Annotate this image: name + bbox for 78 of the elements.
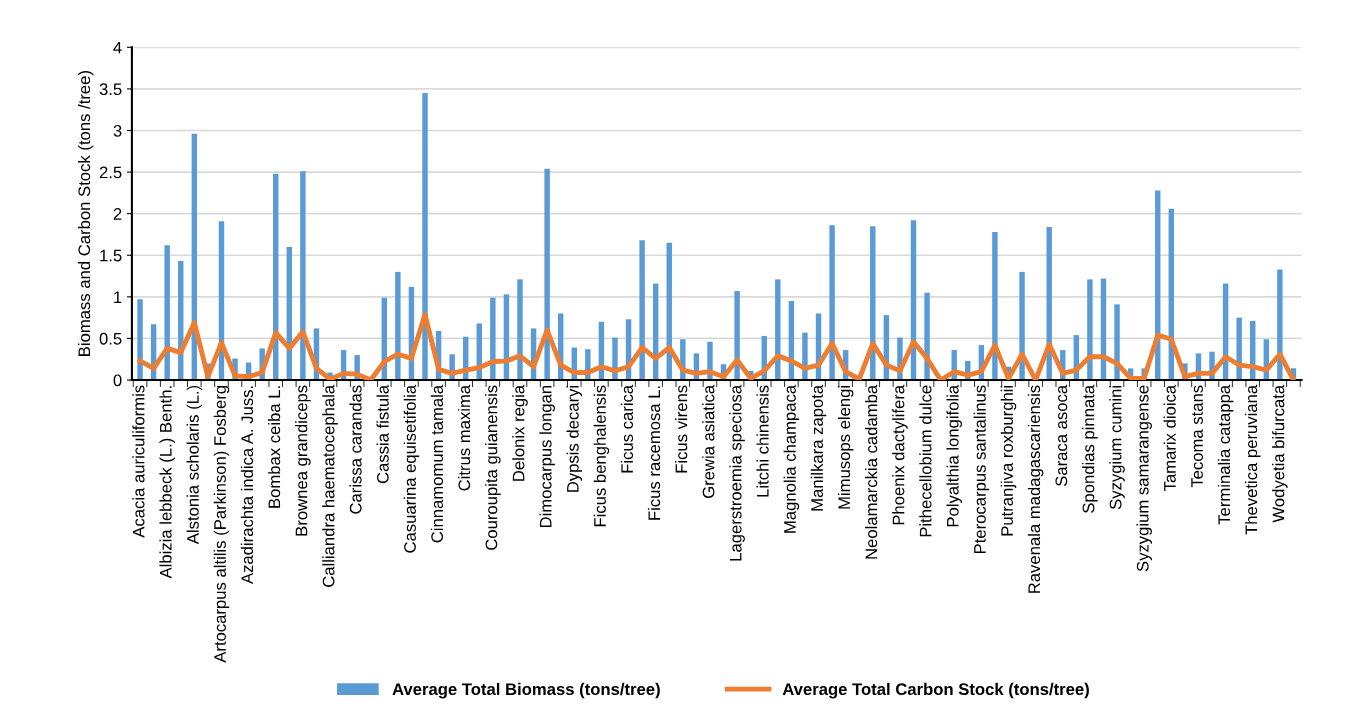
x-tick-label: Dypsis decaryi	[566, 386, 583, 492]
x-tick-label: Spondias pinnata	[1082, 384, 1098, 513]
x-tick-label: Manilkara zapota	[810, 384, 827, 511]
bar	[422, 93, 428, 381]
bar	[164, 245, 170, 381]
y-tick-label: 3.5	[99, 83, 122, 96]
bar	[1087, 279, 1093, 381]
bar	[992, 231, 998, 381]
x-tick-label: Grewia asiatica	[702, 384, 715, 498]
bar	[734, 291, 740, 381]
x-tick-label: Alstonia scholaris (L.)	[186, 385, 203, 545]
x-tick-label: Wodyetia bifurcata	[1272, 384, 1288, 523]
x-tick-label: Syzygium samarangense	[1136, 385, 1152, 572]
x-tick-label: Tecoma stans	[1191, 385, 1203, 488]
x-tick-label: Cassia fistula	[376, 384, 389, 484]
y-tick-label: 3	[113, 124, 122, 137]
bar	[395, 271, 401, 381]
x-tick-label: Azadirachta indica A. Juss.	[240, 386, 254, 585]
x-tick-label: Pithecellobium dulce	[919, 385, 932, 537]
bar	[517, 279, 523, 381]
x-tick-label: Casuarina equisetifolia	[403, 384, 420, 553]
x-tick-label: Lagerstroemia speciosa	[729, 384, 745, 561]
bar	[1277, 269, 1283, 381]
x-tick-label: Ficus racemosa L.	[647, 386, 661, 520]
legend-label: Average Total Carbon Stock (tons/tree)	[782, 682, 1089, 699]
bar	[137, 299, 143, 381]
x-tick-label: Albizia lebbeck (L.) Benth.	[159, 386, 175, 579]
x-tick-label: Dimocarpus longan	[539, 385, 555, 528]
x-tick-label: Thevetica peruviana	[1244, 384, 1261, 535]
y-tick-label: 0.5	[99, 332, 122, 345]
bar	[870, 226, 876, 381]
y-tick-label: 2	[113, 208, 122, 220]
x-tick-label: Syzygium cumini	[1109, 386, 1125, 510]
x-tick-label: Brownea grandiceps	[295, 385, 311, 536]
bar	[1114, 304, 1120, 381]
x-tick-label: Ravenala madagascariensis	[1027, 385, 1044, 593]
x-tick-label: Pterocarpus santalinus	[973, 385, 990, 554]
y-tick-label: 1	[114, 291, 122, 303]
x-tick-label: Delonix regia	[512, 384, 528, 481]
legend-label: Average Total Biomass (tons/tree)	[392, 682, 660, 699]
x-tick-label: Litchi chinensis	[756, 385, 769, 497]
x-tick-label: Terminalia catappa	[1217, 384, 1234, 525]
line-series	[137, 311, 1296, 381]
x-tick-label: Carissa carandas	[349, 385, 362, 514]
bar	[612, 337, 618, 381]
bar	[775, 279, 781, 381]
bar	[544, 168, 550, 381]
x-tick-label: Ficus benghalensis	[593, 385, 610, 527]
x-tick-label: Calliandra haematocephala	[322, 384, 338, 587]
x-tick-label: Polyalthia longifolia	[946, 384, 962, 527]
x-tick-label: Acacia auriculiformis	[132, 385, 145, 538]
bar	[1019, 271, 1025, 381]
bar	[300, 171, 306, 381]
x-tick-label: Bombax ceiba L.	[267, 386, 281, 508]
x-tick-label: Saraca asoca	[1055, 384, 1068, 487]
x-tick-label: Couroupita guianensis	[485, 385, 501, 550]
y-tick-label: 2.5	[99, 166, 122, 179]
x-tick-label: Neolamarckia cadamba	[865, 384, 878, 559]
bar	[639, 240, 645, 381]
bar	[1046, 226, 1052, 381]
bar	[924, 292, 930, 381]
x-tick-label: Putranjiva roxburghii	[1000, 385, 1017, 536]
x-tick-label: Ficus virens	[675, 385, 688, 473]
bar	[490, 297, 496, 381]
y-tick-label: 4	[113, 41, 122, 54]
y-tick-label: 1.5	[100, 249, 122, 262]
x-tick-label: Phoenix dactylifera	[892, 384, 908, 525]
y-axis-title: Biomass and Carbon Stock (tons /tree)	[77, 71, 94, 356]
x-tick-label: Tamarix dioica	[1163, 384, 1176, 492]
x-tick-label: Cinnamomum tamala	[430, 384, 444, 543]
x-tick-label: Artocarpus altilis (Parkinson) Fosberg	[213, 385, 230, 663]
x-tick-label: Magnolia champaca	[783, 384, 800, 533]
x-tick-label: Citrus maxima	[457, 384, 471, 491]
x-tick-label: Mimusops elengi	[837, 385, 854, 509]
bar	[829, 225, 835, 381]
x-tick-label: Ficus carica	[620, 384, 634, 473]
y-tick-label: 0	[113, 374, 122, 387]
bar	[1236, 317, 1242, 381]
